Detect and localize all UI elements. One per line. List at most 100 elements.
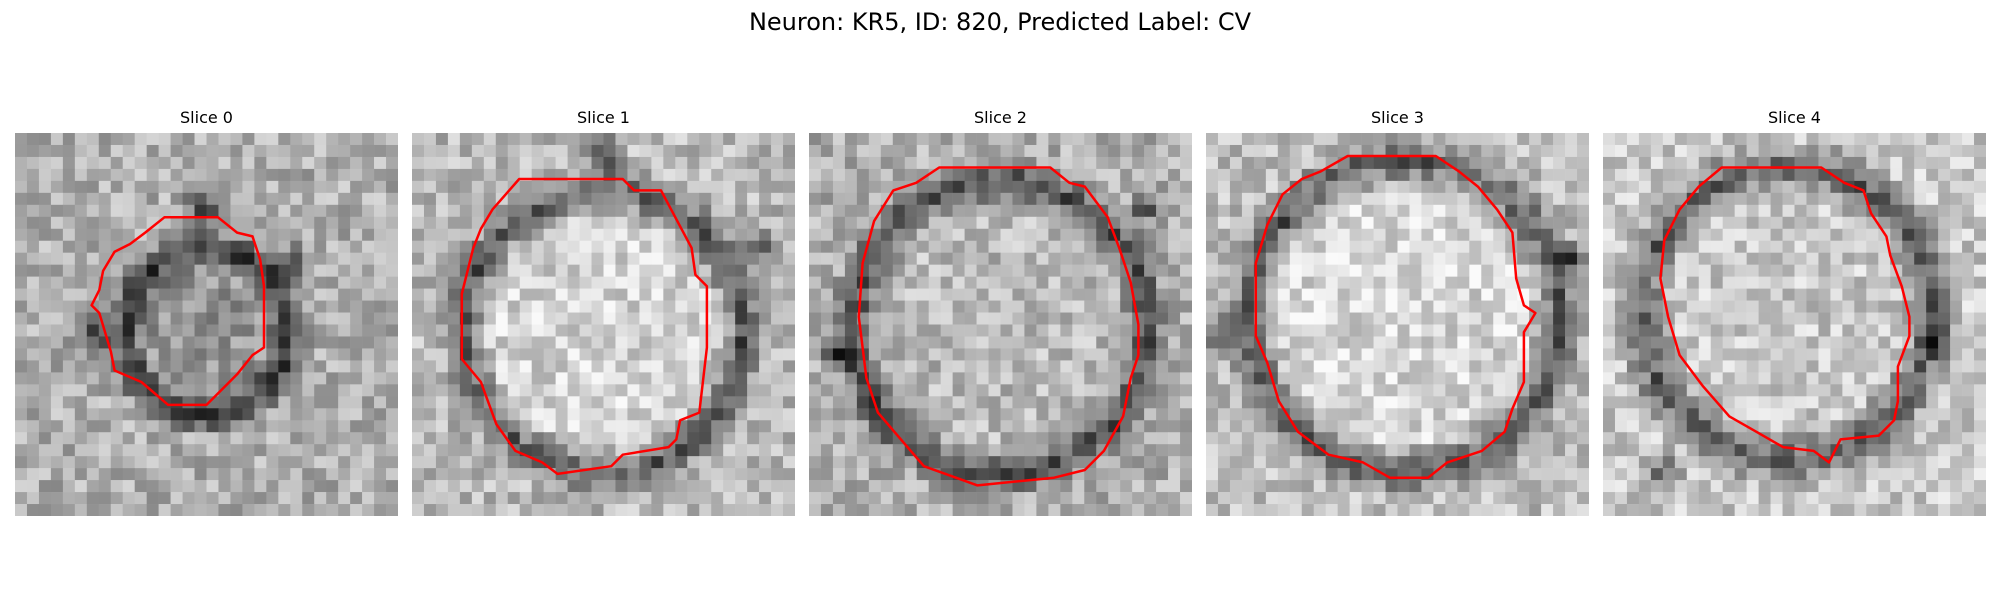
pixel — [86, 468, 100, 481]
pixel — [1048, 504, 1061, 516]
pixel — [1289, 276, 1303, 289]
pixel — [471, 144, 485, 158]
pixel — [98, 216, 112, 230]
pixel — [218, 180, 231, 194]
pixel — [940, 133, 953, 146]
pixel — [254, 420, 267, 433]
pixel — [338, 432, 351, 445]
pixel — [820, 276, 834, 289]
pixel — [1024, 133, 1037, 146]
pixel — [1974, 324, 1986, 337]
pixel — [543, 372, 556, 385]
pixel — [1168, 240, 1181, 253]
pixel — [771, 492, 784, 505]
pixel — [1084, 360, 1097, 373]
pixel — [603, 492, 616, 505]
pixel — [1000, 384, 1013, 397]
pixel — [1878, 276, 1891, 289]
pixel — [1794, 324, 1807, 337]
pixel — [783, 264, 795, 277]
pixel — [880, 168, 894, 182]
pixel — [809, 492, 822, 505]
pixel — [723, 300, 736, 313]
pixel — [1686, 288, 1700, 301]
pixel — [783, 336, 795, 349]
pixel — [1469, 264, 1482, 277]
pixel — [423, 228, 437, 242]
pixel — [1445, 276, 1458, 289]
pixel — [412, 240, 425, 253]
pixel — [759, 456, 772, 469]
pixel — [519, 432, 532, 445]
pixel — [1217, 300, 1231, 313]
pixel — [603, 372, 616, 385]
pixel — [699, 168, 712, 182]
pixel — [483, 192, 497, 206]
pixel — [1265, 336, 1279, 349]
pixel — [579, 264, 592, 277]
pixel — [1577, 504, 1589, 516]
pixel — [880, 432, 894, 445]
pixel — [74, 288, 88, 301]
pixel — [1890, 372, 1903, 385]
pixel — [1409, 288, 1422, 301]
pixel — [1206, 156, 1219, 170]
pixel — [1096, 492, 1109, 505]
pixel — [1866, 192, 1879, 206]
pixel — [820, 444, 834, 457]
pixel — [326, 324, 339, 337]
pixel — [1469, 144, 1482, 158]
pixel — [1265, 444, 1279, 457]
pixel — [302, 264, 315, 277]
pixel — [1253, 156, 1267, 170]
pixel — [844, 432, 858, 445]
pixel — [1794, 252, 1807, 265]
pixel — [759, 360, 772, 373]
pixel — [483, 228, 497, 242]
pixel — [880, 372, 894, 385]
pixel — [1974, 372, 1986, 385]
pixel — [471, 384, 485, 397]
pixel — [555, 360, 568, 373]
pixel — [1674, 384, 1688, 397]
pixel — [603, 180, 616, 194]
pixel — [1974, 384, 1986, 397]
pixel — [1806, 156, 1819, 170]
pixel — [723, 480, 736, 493]
pixel — [976, 468, 989, 481]
pixel — [832, 216, 846, 230]
pixel — [1156, 168, 1169, 182]
pixel — [1962, 420, 1975, 433]
pixel — [591, 372, 604, 385]
pixel — [423, 456, 437, 469]
pixel — [1493, 384, 1506, 397]
pixel — [832, 456, 846, 469]
pixel — [809, 288, 822, 301]
pixel — [639, 216, 652, 230]
pixel — [1036, 420, 1049, 433]
pixel — [50, 492, 64, 505]
pixel — [350, 396, 363, 409]
pixel — [1770, 204, 1783, 218]
pixel — [1084, 348, 1097, 361]
pixel — [1638, 288, 1652, 301]
pixel — [1914, 336, 1927, 349]
pixel — [1686, 168, 1700, 182]
pixel — [1902, 168, 1915, 182]
pixel — [146, 504, 159, 516]
pixel — [964, 432, 977, 445]
pixel — [1842, 216, 1855, 230]
pixel — [1505, 372, 1518, 385]
pixel — [1072, 276, 1085, 289]
pixel — [1722, 336, 1735, 349]
pixel — [1000, 504, 1013, 516]
pixel — [1710, 133, 1723, 146]
pixel — [1469, 492, 1482, 505]
pixel — [1445, 324, 1458, 337]
pixel — [1421, 360, 1434, 373]
pixel — [507, 216, 521, 230]
pixel — [1493, 348, 1506, 361]
pixel — [531, 432, 544, 445]
pixel — [1782, 372, 1795, 385]
pixel — [904, 408, 918, 421]
